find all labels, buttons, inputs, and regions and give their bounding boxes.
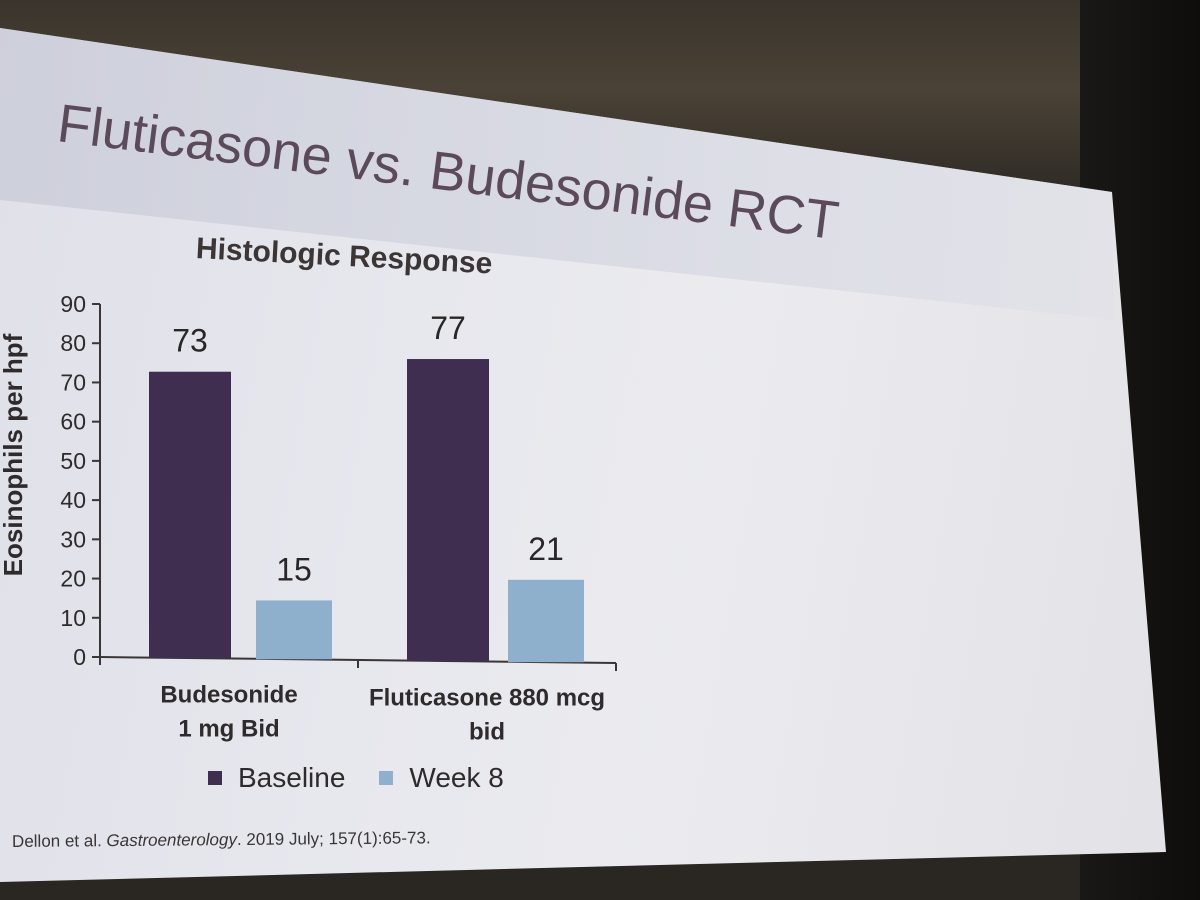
data-label-baseline-2: 77 <box>430 310 466 346</box>
bar-week-8-1 <box>256 600 332 660</box>
legend-label-baseline: Baseline <box>238 762 346 793</box>
legend-swatch-week-8 <box>379 771 394 785</box>
legend-label-week-8: Week 8 <box>409 762 504 793</box>
data-label-week-8-1: 15 <box>276 551 312 587</box>
x-category-label: bid <box>469 719 505 746</box>
y-tick-label: 20 <box>60 566 86 592</box>
y-tick-label: 90 <box>60 291 86 317</box>
y-tick-label: 30 <box>60 526 86 552</box>
chart-bars <box>149 359 584 663</box>
x-category-label: Fluticasone 880 mcg <box>369 685 605 712</box>
chart-labels: 73 15 Budesonide 1 mg Bid 77 21 Fluticasone 88… <box>160 310 605 745</box>
y-tick-label: 70 <box>60 369 86 395</box>
y-tick-label: 60 <box>60 409 86 435</box>
citation-authors: Dellon et al. <box>11 831 102 851</box>
chart-legend: Baseline Week 8 <box>208 762 538 794</box>
citation-journal: Gastroenterology <box>106 830 237 851</box>
y-tick-label: 80 <box>60 330 86 356</box>
citation: Dellon et al. Gastroenterology. 2019 Jul… <box>12 828 431 852</box>
y-tick-label: 10 <box>60 605 86 631</box>
data-label-baseline-1: 73 <box>172 323 208 359</box>
bar-week-8-2 <box>508 579 584 663</box>
legend-item-week-8: Week 8 <box>379 762 504 794</box>
legend-item-baseline: Baseline <box>208 762 345 794</box>
legend-swatch-baseline <box>208 771 222 785</box>
y-axis-label: Eosinophils per hpf <box>0 333 28 576</box>
citation-details: . 2019 July; 157(1):65-73. <box>236 828 431 850</box>
y-tick-label: 50 <box>60 448 86 474</box>
y-tick-label: 40 <box>60 487 86 513</box>
bar-baseline-1 <box>149 371 231 659</box>
bar-baseline-2 <box>407 359 489 662</box>
chart-axes: 0 10 20 30 40 50 60 70 80 90 <box>60 291 617 671</box>
data-label-week-8-2: 21 <box>528 531 564 567</box>
x-category-label: Budesonide <box>160 682 297 709</box>
x-category-label: 1 mg Bid <box>178 716 279 743</box>
y-tick-label: 0 <box>73 644 86 670</box>
